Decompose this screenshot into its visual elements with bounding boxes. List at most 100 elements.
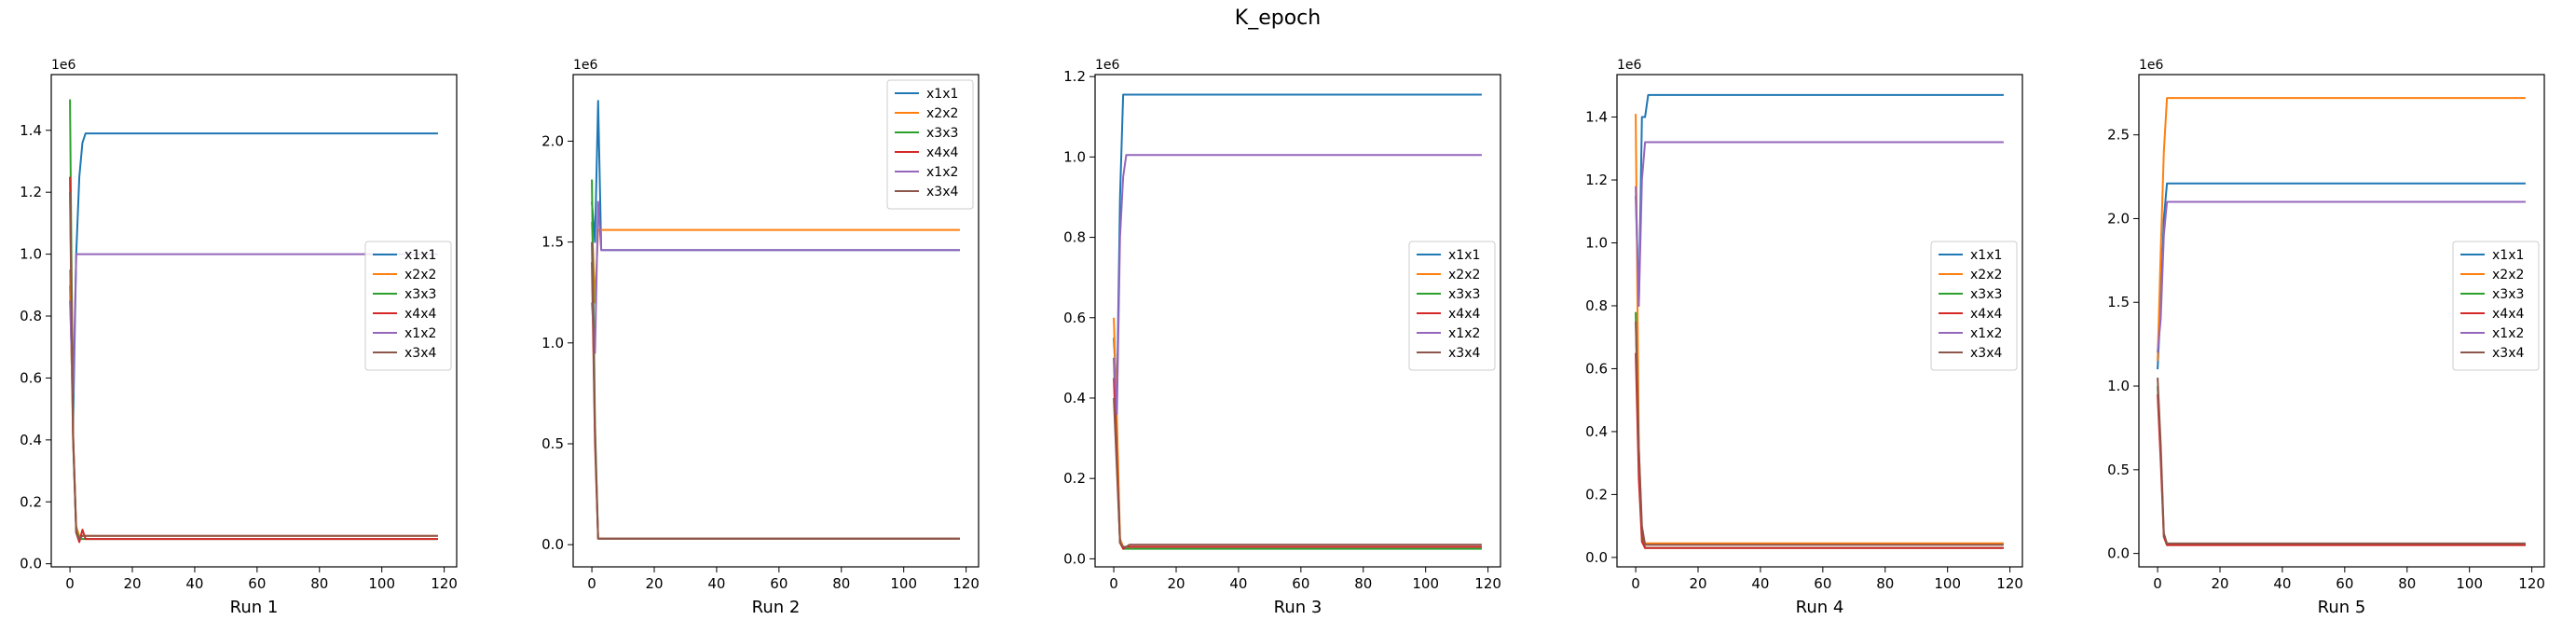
legend-label: x1x1 bbox=[1970, 248, 2002, 263]
y-tick-label: 0.4 bbox=[1585, 423, 1608, 440]
legend-label: x1x2 bbox=[2492, 326, 2524, 341]
legend: x1x1 x2x2 x3x3 x4x4 x1x2 x3x4 bbox=[1930, 241, 2018, 371]
x-tick-label: 40 bbox=[1229, 575, 1247, 592]
x-tick-label: 40 bbox=[2273, 575, 2291, 592]
x-tick-label: 100 bbox=[890, 575, 917, 592]
y-tick-label: 1.4 bbox=[1585, 109, 1608, 126]
legend-item-x3x3: x3x3 bbox=[2460, 287, 2524, 302]
y-tick-label: 1.0 bbox=[1063, 148, 1086, 165]
x-tick-label: 80 bbox=[310, 575, 328, 592]
series-group bbox=[1113, 93, 1482, 550]
x-tick-label: 120 bbox=[1474, 575, 1501, 592]
y-tick-label: 1.4 bbox=[20, 122, 42, 139]
legend-item-x3x4: x3x4 bbox=[2460, 346, 2524, 361]
legend-item-x1x2: x1x2 bbox=[2460, 326, 2524, 341]
y-tick-label: 1.2 bbox=[20, 184, 42, 200]
x-tick-label: 120 bbox=[431, 575, 458, 592]
y-tick-label: 0.0 bbox=[541, 536, 564, 553]
legend-item-x4x4: x4x4 bbox=[2460, 307, 2524, 322]
legend-label: x2x2 bbox=[1448, 268, 1480, 282]
legend-item-x3x3: x3x3 bbox=[1417, 287, 1480, 302]
series-line-x3x4 bbox=[1635, 321, 2004, 546]
legend-label: x3x4 bbox=[2492, 346, 2524, 361]
y-tick-label: 0.2 bbox=[20, 493, 42, 510]
legend-item-x1x1: x1x1 bbox=[2460, 248, 2524, 263]
legend-item-x3x4: x3x4 bbox=[895, 185, 958, 200]
y-tick-label: 0.0 bbox=[20, 556, 42, 572]
legend-item-x1x1: x1x1 bbox=[1417, 248, 1480, 263]
x-tick-label: 20 bbox=[2211, 575, 2228, 592]
series-line-x1x2 bbox=[2157, 200, 2526, 353]
legend-label: x3x3 bbox=[404, 287, 436, 302]
legend-label: x4x4 bbox=[1970, 307, 2002, 322]
x-tick-label: 120 bbox=[1996, 575, 2023, 592]
legend-label: x4x4 bbox=[404, 307, 436, 322]
legend-label: x1x2 bbox=[926, 165, 958, 180]
legend-item-x3x3: x3x3 bbox=[895, 126, 958, 141]
series-line-x1x2 bbox=[1635, 141, 2004, 307]
legend: x1x1 x2x2 x3x3 x4x4 x1x2 x3x4 bbox=[2452, 241, 2540, 371]
panel-5: 0 20 40 60 80 100 120 0.0 0.5 1.0 1.5 2.0 2.5 1e6 Run … bbox=[2107, 58, 2545, 617]
y-tick-label: 0.6 bbox=[20, 369, 42, 386]
x-tick-label: 40 bbox=[185, 575, 203, 592]
y-tick-label: 0.0 bbox=[1063, 550, 1086, 567]
y-tick-label: 0.8 bbox=[1585, 297, 1608, 314]
panel-4: 0 20 40 60 80 100 120 0.0 0.2 0.4 0.6 0.8 1.0 1.2 1.4 1… bbox=[1585, 58, 2023, 617]
y-scale-label: 1e6 bbox=[1095, 58, 1120, 73]
x-axis-label: Run 5 bbox=[2318, 598, 2366, 617]
legend-label: x4x4 bbox=[926, 145, 958, 160]
legend-label: x1x1 bbox=[404, 248, 436, 263]
series-line-x3x4 bbox=[1113, 397, 1482, 548]
legend-label: x1x1 bbox=[2492, 248, 2524, 263]
x-tick-label: 60 bbox=[248, 575, 266, 592]
legend-item-x3x4: x3x4 bbox=[1939, 346, 2002, 361]
x-tick-label: 0 bbox=[65, 575, 75, 592]
y-tick-label: 2.0 bbox=[541, 132, 564, 149]
series-group bbox=[69, 99, 438, 544]
y-tick-label: 1.5 bbox=[2107, 294, 2130, 310]
legend: x1x1 x2x2 x3x3 x4x4 x1x2 x3x4 bbox=[1408, 241, 1496, 371]
y-scale-label: 1e6 bbox=[1617, 58, 1642, 73]
y-tick-label: 2.0 bbox=[2107, 210, 2130, 227]
legend-item-x1x2: x1x2 bbox=[895, 165, 958, 180]
x-tick-label: 40 bbox=[1751, 575, 1769, 592]
x-tick-label: 0 bbox=[2153, 575, 2162, 592]
x-tick-label: 60 bbox=[770, 575, 788, 592]
x-tick-label: 80 bbox=[1876, 575, 1894, 592]
x-tick-label: 60 bbox=[2336, 575, 2353, 592]
y-scale-label: 1e6 bbox=[2139, 58, 2164, 73]
legend-item-x3x3: x3x3 bbox=[373, 287, 436, 302]
legend-item-x3x4: x3x4 bbox=[1417, 346, 1480, 361]
y-scale-label: 1e6 bbox=[51, 58, 76, 73]
x-tick-label: 120 bbox=[2518, 575, 2545, 592]
y-tick-label: 1.5 bbox=[541, 234, 564, 251]
y-tick-label: 0.0 bbox=[1585, 549, 1608, 566]
legend-item-x1x2: x1x2 bbox=[373, 326, 436, 341]
x-tick-label: 20 bbox=[1689, 575, 1706, 592]
x-tick-label: 100 bbox=[2456, 575, 2483, 592]
x-tick-label: 60 bbox=[1292, 575, 1309, 592]
legend-label: x1x2 bbox=[1448, 326, 1480, 341]
legend-item-x2x2: x2x2 bbox=[895, 106, 958, 121]
x-axis-label: Run 1 bbox=[230, 598, 279, 617]
axes-frame bbox=[572, 74, 980, 568]
x-tick-label: 0 bbox=[1109, 575, 1118, 592]
legend-item-x4x4: x4x4 bbox=[1417, 307, 1480, 322]
legend-label: x4x4 bbox=[2492, 307, 2524, 322]
y-tick-label: 0.5 bbox=[2107, 462, 2130, 478]
y-tick-label: 0.4 bbox=[1063, 390, 1086, 406]
x-axis-label: Run 2 bbox=[752, 598, 801, 617]
legend-label: x2x2 bbox=[404, 268, 436, 282]
legend-label: x3x3 bbox=[1970, 287, 2002, 302]
legend-label: x3x4 bbox=[404, 346, 436, 361]
series-line-x3x4 bbox=[591, 241, 960, 540]
legend-item-x3x3: x3x3 bbox=[1939, 287, 2002, 302]
x-tick-label: 0 bbox=[1631, 575, 1640, 592]
legend: x1x1 x2x2 x3x3 x4x4 x1x2 x3x4 bbox=[886, 79, 974, 210]
y-tick-label: 0.8 bbox=[20, 308, 42, 324]
x-tick-label: 20 bbox=[645, 575, 663, 592]
legend-label: x1x2 bbox=[1970, 326, 2002, 341]
axes-frame bbox=[2138, 74, 2545, 568]
y-tick-label: 0.2 bbox=[1063, 470, 1086, 487]
legend-item-x2x2: x2x2 bbox=[373, 268, 436, 282]
